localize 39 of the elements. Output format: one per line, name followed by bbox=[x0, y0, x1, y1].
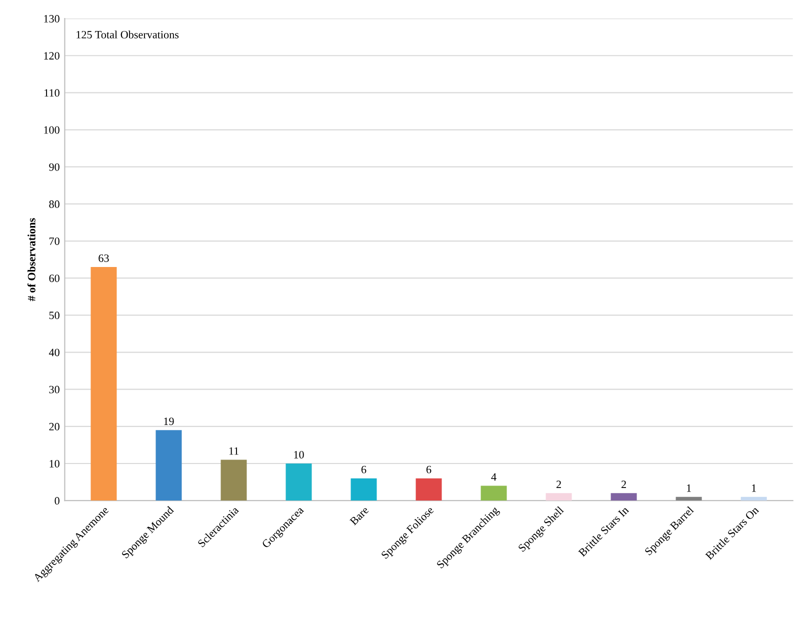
y-tick-label: 50 bbox=[49, 312, 60, 320]
bar bbox=[480, 486, 507, 501]
data-label: 19 bbox=[164, 418, 174, 426]
data-label: 10 bbox=[294, 450, 304, 458]
y-tick-label: 20 bbox=[49, 422, 60, 430]
bar bbox=[286, 464, 312, 501]
data-label: 4 bbox=[491, 473, 496, 481]
data-label: 11 bbox=[229, 447, 238, 455]
x-tick-label: Bare bbox=[349, 506, 370, 526]
annotation: 125 Total Observations bbox=[76, 30, 179, 38]
bar bbox=[416, 478, 442, 501]
data-label: 6 bbox=[361, 466, 366, 474]
y-tick-label: 0 bbox=[54, 497, 60, 505]
bar bbox=[676, 496, 702, 501]
data-label: 1 bbox=[752, 484, 756, 492]
y-tick-label: 90 bbox=[49, 163, 60, 171]
y-tick-label: 100 bbox=[44, 126, 60, 134]
bar bbox=[220, 460, 247, 501]
y-tick-label: 60 bbox=[49, 274, 60, 282]
data-label: 63 bbox=[98, 254, 109, 262]
bar bbox=[90, 266, 117, 501]
y-tick-label: 110 bbox=[44, 89, 60, 97]
data-label: 2 bbox=[622, 480, 626, 488]
y-tick-label: 70 bbox=[49, 237, 60, 245]
y-tick-label: 80 bbox=[49, 200, 60, 208]
y-tick-label: 10 bbox=[50, 460, 60, 468]
bar bbox=[350, 478, 377, 501]
bar bbox=[740, 496, 767, 501]
bar bbox=[156, 430, 182, 501]
data-label: 2 bbox=[556, 480, 561, 488]
data-label: 1 bbox=[687, 484, 691, 492]
y-tick-label: 120 bbox=[44, 52, 60, 60]
bar bbox=[546, 493, 572, 501]
bar bbox=[610, 493, 637, 501]
y-axis-title: # of Observations bbox=[27, 218, 36, 302]
y-tick-label: 30 bbox=[49, 386, 60, 394]
y-tick-label: 130 bbox=[44, 15, 60, 23]
y-tick-label: 40 bbox=[48, 348, 60, 356]
data-label: 6 bbox=[426, 466, 432, 474]
